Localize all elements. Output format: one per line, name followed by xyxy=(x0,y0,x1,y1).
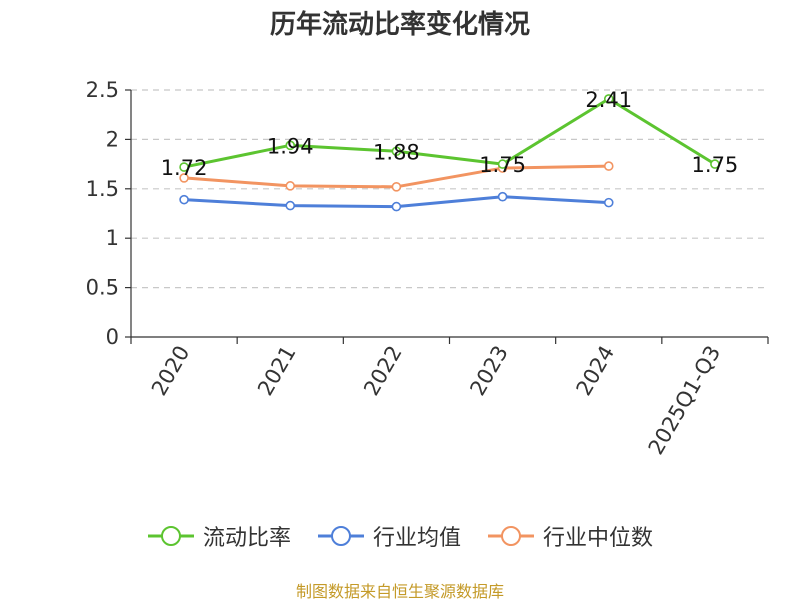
data-point-2-4 xyxy=(603,161,614,171)
data-point-0-2 xyxy=(391,146,402,157)
x-tick-label: 2025Q1-Q3 xyxy=(644,342,726,459)
legend-item-0[interactable]: 流动比率 xyxy=(147,520,291,552)
y-tick-label: 1 xyxy=(106,226,119,250)
y-tick-label: 2.5 xyxy=(86,78,119,102)
data-point-1-4 xyxy=(603,197,614,208)
legend-item-2[interactable]: 行业中位数 xyxy=(487,520,653,552)
chart-title: 历年流动比率变化情况 xyxy=(269,10,530,40)
x-tick-label: 2023 xyxy=(465,342,513,400)
legend-swatch-marker xyxy=(501,526,521,546)
data-point-0-1 xyxy=(285,140,296,151)
legend-swatch xyxy=(317,526,364,546)
legend-label: 流动比率 xyxy=(202,526,291,551)
data-point-0-5 xyxy=(710,159,720,169)
source-note: 制图数据来自恒生聚源数据库 xyxy=(295,582,504,601)
data-point-2-2 xyxy=(391,182,402,192)
legend: 流动比率 行业均值 行业中位数 xyxy=(0,518,800,554)
y-tick-label: 0.5 xyxy=(86,276,119,300)
legend-swatch xyxy=(488,526,534,546)
x-tick-label: 2021 xyxy=(253,342,301,400)
legend-label: 行业均值 xyxy=(372,526,461,551)
data-point-1-2 xyxy=(391,201,402,212)
data-label: 2.41 xyxy=(585,88,632,112)
data-point-1-1 xyxy=(285,200,296,211)
grid-lines xyxy=(131,89,768,289)
data-label: 1.88 xyxy=(373,140,420,164)
data-point-0-0 xyxy=(179,162,189,172)
legend-swatch-marker xyxy=(330,526,351,546)
data-label: 1.75 xyxy=(692,153,739,177)
data-point-0-3 xyxy=(497,159,508,169)
data-label: 1.75 xyxy=(479,153,526,177)
legend-swatch xyxy=(147,526,194,546)
x-tick-label: 2020 xyxy=(147,342,195,400)
data-point-2-0 xyxy=(179,173,189,183)
x-tick-label: 2022 xyxy=(359,342,407,400)
data-labels: 1.72 1.94 1.88 1.75 2.41 1.75 xyxy=(161,88,739,180)
legend-label: 行业中位数 xyxy=(543,526,654,551)
data-point-0-4 xyxy=(603,94,614,104)
data-point-2-1 xyxy=(285,181,296,191)
data-label: 1.94 xyxy=(267,134,314,158)
y-tick-label: 2 xyxy=(106,127,119,151)
data-point-1-3 xyxy=(497,191,508,202)
series-lines xyxy=(179,94,720,212)
data-label: 1.72 xyxy=(161,156,208,180)
y-tick-label: 0 xyxy=(106,325,119,349)
data-point-1-0 xyxy=(179,194,189,205)
x-tick-label: 2024 xyxy=(572,342,620,400)
series-line-0 xyxy=(183,97,716,169)
legend-item-1[interactable]: 行业均值 xyxy=(317,520,461,552)
y-tick-label: 1.5 xyxy=(86,177,119,201)
legend-swatch-marker xyxy=(160,526,181,546)
